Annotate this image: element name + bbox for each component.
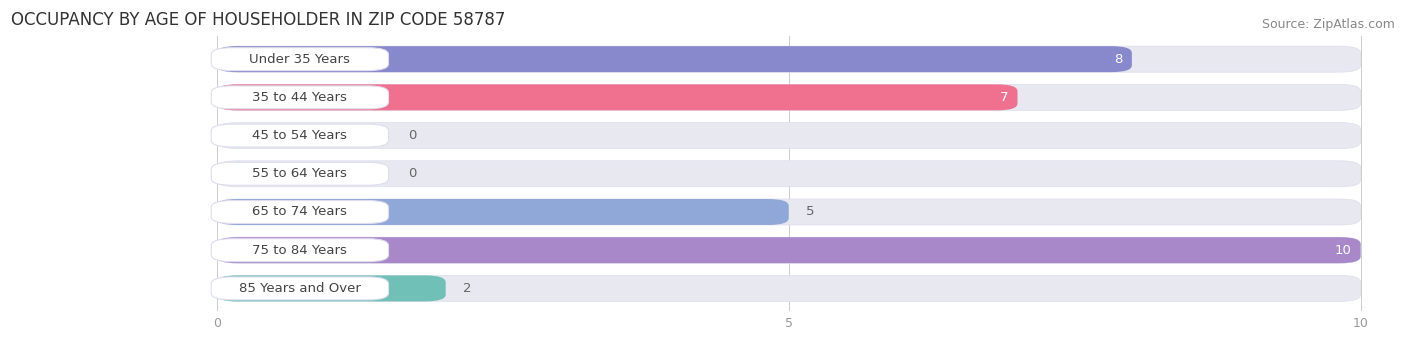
FancyBboxPatch shape — [217, 46, 1132, 72]
FancyBboxPatch shape — [217, 199, 789, 225]
Text: 5: 5 — [806, 206, 814, 219]
FancyBboxPatch shape — [217, 122, 1361, 149]
Text: 0: 0 — [408, 129, 416, 142]
FancyBboxPatch shape — [217, 276, 446, 301]
Text: OCCUPANCY BY AGE OF HOUSEHOLDER IN ZIP CODE 58787: OCCUPANCY BY AGE OF HOUSEHOLDER IN ZIP C… — [11, 11, 506, 29]
Text: 10: 10 — [1334, 244, 1351, 257]
Text: Source: ZipAtlas.com: Source: ZipAtlas.com — [1263, 18, 1395, 31]
Text: 85 Years and Over: 85 Years and Over — [239, 282, 361, 295]
Text: 0: 0 — [408, 167, 416, 180]
FancyBboxPatch shape — [211, 239, 388, 262]
Text: 7: 7 — [1000, 91, 1008, 104]
FancyBboxPatch shape — [217, 276, 1361, 301]
Text: 45 to 54 Years: 45 to 54 Years — [253, 129, 347, 142]
FancyBboxPatch shape — [217, 161, 1361, 187]
Text: 35 to 44 Years: 35 to 44 Years — [253, 91, 347, 104]
FancyBboxPatch shape — [211, 86, 388, 109]
Text: 75 to 84 Years: 75 to 84 Years — [253, 244, 347, 257]
FancyBboxPatch shape — [217, 199, 1361, 225]
FancyBboxPatch shape — [211, 201, 388, 223]
Text: 8: 8 — [1115, 53, 1123, 66]
Text: 2: 2 — [463, 282, 471, 295]
FancyBboxPatch shape — [217, 84, 1018, 110]
FancyBboxPatch shape — [211, 162, 388, 185]
Text: 65 to 74 Years: 65 to 74 Years — [253, 206, 347, 219]
FancyBboxPatch shape — [217, 84, 1361, 110]
FancyBboxPatch shape — [217, 46, 1361, 72]
FancyBboxPatch shape — [217, 237, 1361, 263]
Text: 55 to 64 Years: 55 to 64 Years — [253, 167, 347, 180]
FancyBboxPatch shape — [217, 237, 1361, 263]
Text: Under 35 Years: Under 35 Years — [249, 53, 350, 66]
FancyBboxPatch shape — [211, 277, 388, 300]
FancyBboxPatch shape — [211, 124, 388, 147]
FancyBboxPatch shape — [211, 48, 388, 71]
